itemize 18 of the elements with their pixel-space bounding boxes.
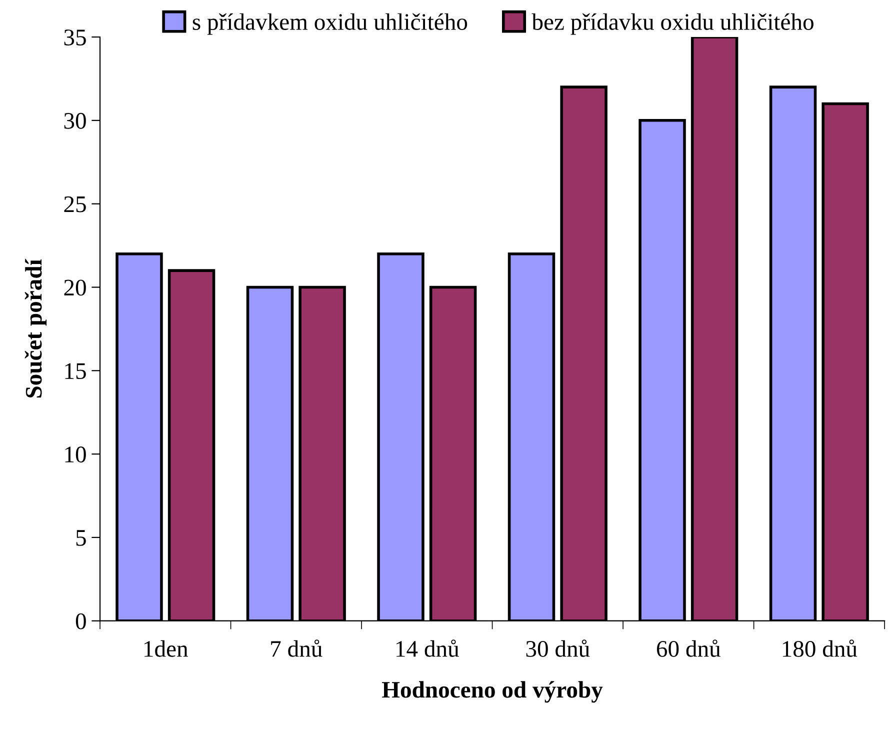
y-tick-label: 0 <box>76 613 86 630</box>
y-tick-label: 20 <box>64 280 86 296</box>
y-tick-label: 5 <box>76 530 86 546</box>
x-tick-label: 30 dnů <box>526 640 590 657</box>
y-axis-title: Součet pořadí <box>24 258 47 398</box>
y-tick-label: 15 <box>65 363 86 380</box>
legend-label: bez přídavku oxidu uhličitého <box>532 13 814 35</box>
x-axis-title: Hodnoceno od výroby <box>382 681 603 703</box>
x-tick-label: 180 dnů <box>782 640 858 657</box>
y-tick-label: 35 <box>64 30 86 46</box>
x-tick-label: 1den <box>144 640 188 657</box>
x-tick-label: 7 dnů <box>271 640 322 657</box>
x-tick-label: 14 dnů <box>396 640 459 657</box>
y-tick-label: 30 <box>64 112 86 129</box>
legend-label: s přídavkem oxidu uhličitého <box>192 13 468 35</box>
y-tick-label: 25 <box>64 196 86 212</box>
y-tick-label: 10 <box>65 446 86 462</box>
x-tick-label: 60 dnů <box>656 640 720 657</box>
